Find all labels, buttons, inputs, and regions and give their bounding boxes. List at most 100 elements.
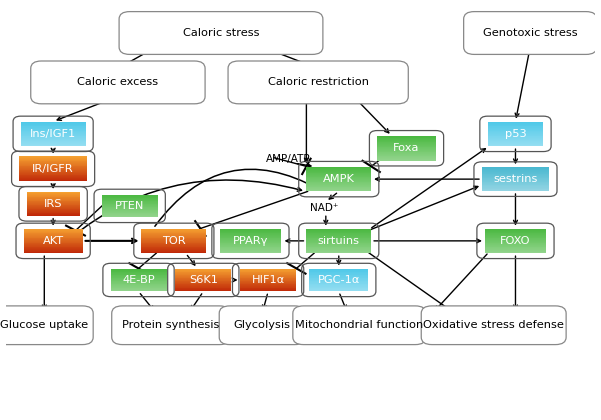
FancyBboxPatch shape xyxy=(240,278,296,279)
FancyBboxPatch shape xyxy=(481,185,549,186)
FancyBboxPatch shape xyxy=(484,245,546,246)
FancyBboxPatch shape xyxy=(175,273,231,274)
FancyBboxPatch shape xyxy=(219,240,281,241)
FancyBboxPatch shape xyxy=(310,288,368,289)
FancyBboxPatch shape xyxy=(19,167,87,168)
FancyBboxPatch shape xyxy=(487,135,543,136)
FancyBboxPatch shape xyxy=(307,188,371,189)
FancyBboxPatch shape xyxy=(307,239,371,240)
FancyBboxPatch shape xyxy=(219,235,281,236)
Text: AMPK: AMPK xyxy=(323,174,355,184)
FancyBboxPatch shape xyxy=(175,283,231,284)
FancyBboxPatch shape xyxy=(23,237,82,238)
FancyBboxPatch shape xyxy=(20,125,85,126)
FancyBboxPatch shape xyxy=(377,159,436,160)
FancyBboxPatch shape xyxy=(26,208,79,209)
FancyBboxPatch shape xyxy=(310,275,368,276)
FancyBboxPatch shape xyxy=(23,240,82,241)
Text: Glycolysis: Glycolysis xyxy=(234,320,291,330)
FancyBboxPatch shape xyxy=(307,180,371,181)
FancyBboxPatch shape xyxy=(20,135,85,136)
FancyBboxPatch shape xyxy=(307,170,371,171)
FancyBboxPatch shape xyxy=(310,282,368,283)
FancyBboxPatch shape xyxy=(111,280,166,281)
FancyBboxPatch shape xyxy=(307,243,371,244)
FancyBboxPatch shape xyxy=(19,173,87,174)
FancyBboxPatch shape xyxy=(20,139,85,140)
FancyBboxPatch shape xyxy=(141,251,206,252)
FancyBboxPatch shape xyxy=(141,246,206,247)
FancyBboxPatch shape xyxy=(228,61,408,104)
FancyBboxPatch shape xyxy=(23,251,82,252)
FancyBboxPatch shape xyxy=(219,247,281,248)
Text: IRS: IRS xyxy=(44,199,63,209)
FancyBboxPatch shape xyxy=(307,247,371,248)
FancyBboxPatch shape xyxy=(487,131,543,132)
Text: sestrins: sestrins xyxy=(493,174,538,184)
FancyBboxPatch shape xyxy=(141,238,206,239)
FancyBboxPatch shape xyxy=(141,243,206,244)
Text: TOR: TOR xyxy=(162,236,186,246)
FancyBboxPatch shape xyxy=(102,201,157,202)
Text: NAD⁺: NAD⁺ xyxy=(310,203,338,213)
FancyBboxPatch shape xyxy=(487,134,543,135)
FancyBboxPatch shape xyxy=(487,129,543,130)
FancyBboxPatch shape xyxy=(26,207,79,208)
FancyBboxPatch shape xyxy=(102,215,157,216)
FancyBboxPatch shape xyxy=(487,125,543,126)
FancyBboxPatch shape xyxy=(219,244,281,245)
FancyBboxPatch shape xyxy=(111,281,166,282)
FancyBboxPatch shape xyxy=(26,196,79,197)
FancyBboxPatch shape xyxy=(20,141,85,142)
Text: sirtuins: sirtuins xyxy=(318,236,360,246)
FancyBboxPatch shape xyxy=(310,281,368,282)
FancyBboxPatch shape xyxy=(481,171,549,172)
FancyBboxPatch shape xyxy=(481,190,549,191)
Text: AMP/ATP: AMP/ATP xyxy=(266,154,311,163)
FancyBboxPatch shape xyxy=(111,279,166,280)
FancyBboxPatch shape xyxy=(175,277,231,278)
FancyBboxPatch shape xyxy=(23,243,82,244)
FancyBboxPatch shape xyxy=(484,250,546,251)
FancyBboxPatch shape xyxy=(481,181,549,182)
FancyBboxPatch shape xyxy=(26,212,79,213)
FancyBboxPatch shape xyxy=(102,213,157,214)
FancyBboxPatch shape xyxy=(102,199,157,200)
FancyBboxPatch shape xyxy=(20,131,85,132)
FancyBboxPatch shape xyxy=(487,126,543,127)
FancyBboxPatch shape xyxy=(23,238,82,239)
FancyBboxPatch shape xyxy=(141,239,206,240)
FancyBboxPatch shape xyxy=(175,271,231,272)
FancyBboxPatch shape xyxy=(19,158,87,159)
FancyBboxPatch shape xyxy=(487,143,543,144)
FancyBboxPatch shape xyxy=(481,169,549,170)
FancyBboxPatch shape xyxy=(484,231,546,232)
FancyBboxPatch shape xyxy=(307,252,371,253)
FancyBboxPatch shape xyxy=(481,180,549,181)
FancyBboxPatch shape xyxy=(219,229,281,230)
FancyBboxPatch shape xyxy=(23,249,82,250)
FancyBboxPatch shape xyxy=(484,247,546,248)
FancyBboxPatch shape xyxy=(307,171,371,172)
FancyBboxPatch shape xyxy=(307,245,371,246)
FancyBboxPatch shape xyxy=(23,252,82,253)
FancyBboxPatch shape xyxy=(141,249,206,250)
FancyBboxPatch shape xyxy=(26,215,79,216)
FancyBboxPatch shape xyxy=(377,144,436,145)
FancyBboxPatch shape xyxy=(240,284,296,285)
FancyBboxPatch shape xyxy=(481,179,549,180)
FancyBboxPatch shape xyxy=(219,241,281,242)
FancyBboxPatch shape xyxy=(293,306,426,344)
FancyBboxPatch shape xyxy=(377,154,436,155)
FancyBboxPatch shape xyxy=(484,248,546,249)
FancyBboxPatch shape xyxy=(484,238,546,239)
FancyBboxPatch shape xyxy=(487,136,543,137)
FancyBboxPatch shape xyxy=(141,237,206,238)
FancyBboxPatch shape xyxy=(481,168,549,169)
FancyBboxPatch shape xyxy=(102,196,157,197)
FancyBboxPatch shape xyxy=(487,145,543,146)
FancyBboxPatch shape xyxy=(19,175,87,176)
FancyBboxPatch shape xyxy=(481,189,549,190)
FancyBboxPatch shape xyxy=(487,144,543,145)
FancyBboxPatch shape xyxy=(102,208,157,209)
